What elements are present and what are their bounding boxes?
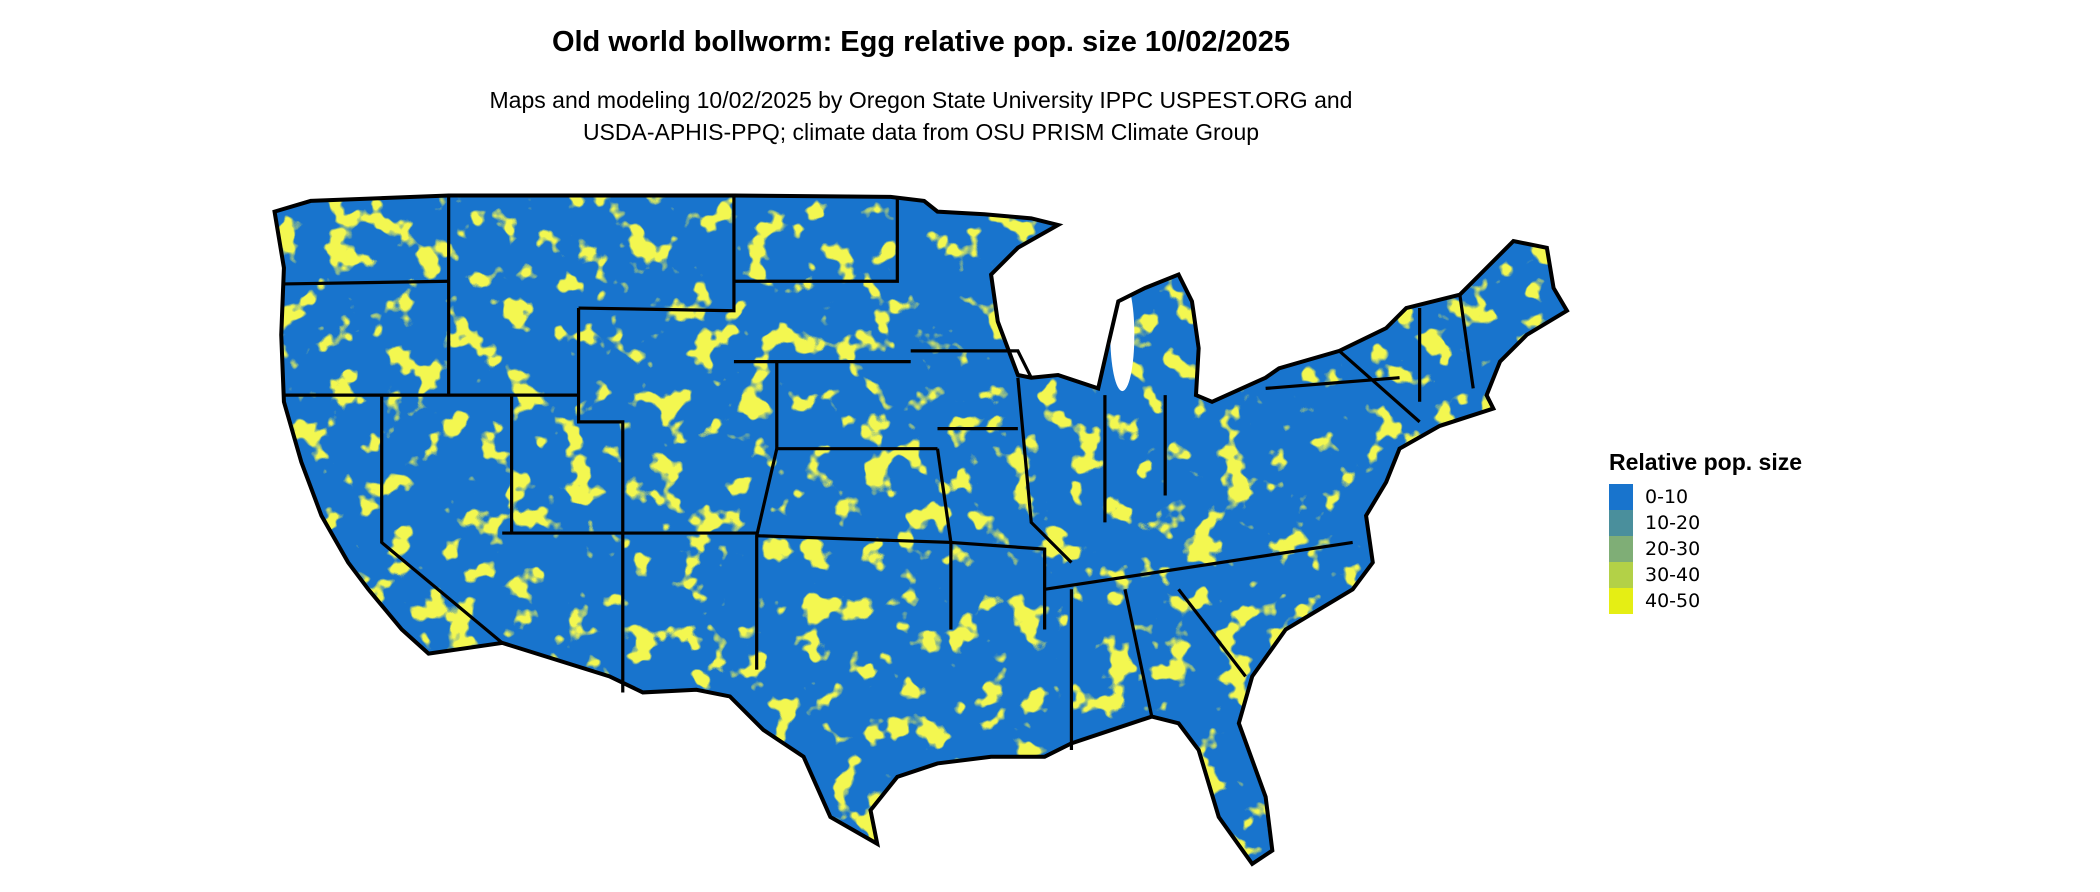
legend-swatch (1609, 536, 1633, 562)
state-boundary (1016, 377, 1073, 564)
state-boundary (733, 196, 899, 283)
legend-item: 0-10 (1609, 484, 1802, 510)
state-boundary (1338, 349, 1421, 424)
legend-swatch (1609, 562, 1633, 588)
state-boundary (1123, 588, 1154, 717)
state-boundary (1458, 294, 1475, 389)
legend-swatch (1609, 510, 1633, 536)
legend-label: 20-30 (1645, 538, 1701, 560)
legend-swatch (1609, 484, 1633, 510)
legend-item: 20-30 (1609, 536, 1802, 562)
subtitle-line-1: Maps and modeling 10/02/2025 by Oregon S… (489, 87, 1353, 113)
subtitle-line-2: USDA-APHIS-PPQ; climate data from OSU PR… (582, 119, 1260, 145)
state-boundaries (283, 195, 1475, 751)
state-boundary (1177, 588, 1247, 678)
state-boundary (1044, 540, 1353, 591)
legend-item: 40-50 (1609, 588, 1802, 614)
legend-label: 10-20 (1645, 512, 1701, 534)
legend-label: 40-50 (1645, 590, 1701, 612)
legend: Relative pop. size 0-10 10-20 20-30 30-40 40… (1609, 449, 1802, 614)
us-border (272, 193, 1570, 867)
legend-swatch (1609, 588, 1633, 614)
state-boundary (910, 349, 1033, 379)
state-boundary (576, 308, 625, 534)
legend-title: Relative pop. size (1609, 449, 1803, 475)
state-boundary (283, 279, 449, 286)
legend-item: 10-20 (1609, 510, 1802, 536)
state-boundary (950, 540, 1047, 630)
legend-label: 0-10 (1645, 486, 1689, 508)
legend-item: 30-40 (1609, 562, 1802, 588)
chart-title: Old world bollworm: Egg relative pop. si… (551, 26, 1291, 58)
chart-subtitle: Maps and modeling 10/02/2025 by Oregon S… (0, 84, 1842, 148)
state-boundary (380, 395, 504, 645)
legend-label: 30-40 (1645, 564, 1701, 586)
state-boundary (578, 195, 736, 313)
state-boundary (1265, 376, 1400, 391)
state-boundary (935, 448, 953, 543)
